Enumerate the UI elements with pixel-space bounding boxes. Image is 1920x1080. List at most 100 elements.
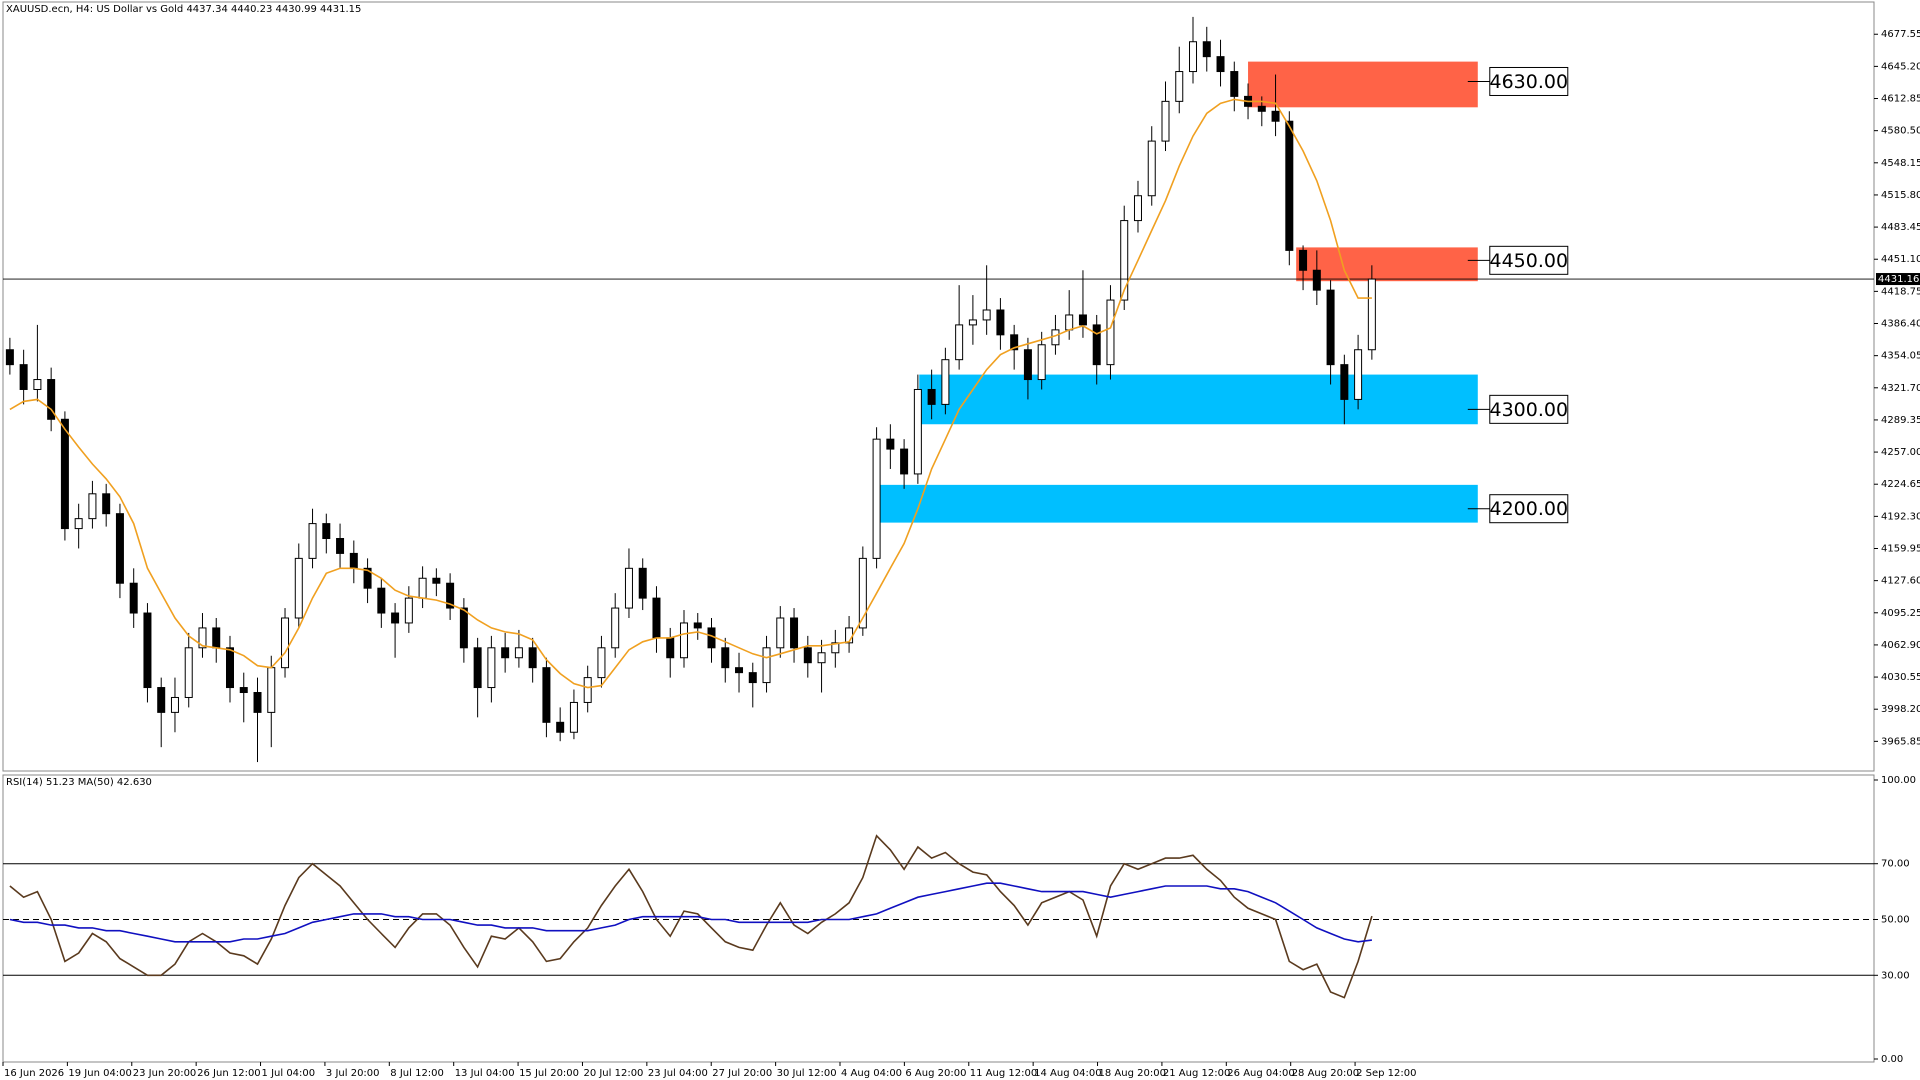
candle-body: [1257, 105, 1266, 112]
x-tick-label: 16 Jun 2026: [4, 1068, 64, 1079]
candle-body: [501, 647, 510, 659]
candle-body: [88, 493, 97, 520]
y-tick-label: 4030.55: [1881, 672, 1920, 683]
x-tick-label: 6 Aug 20:00: [905, 1068, 966, 1079]
zone-label-box: [1489, 394, 1569, 424]
y-tick-label: 4095.25: [1881, 608, 1920, 619]
candle-body: [1354, 349, 1363, 400]
x-tick-label: 20 Jul 12:00: [583, 1068, 643, 1079]
x-tick-label: 30 Jul 12:00: [777, 1068, 837, 1079]
y-tick-label: 100.00: [1881, 775, 1916, 786]
y-tick-label: 30.00: [1881, 970, 1910, 981]
candle-body: [1216, 56, 1225, 73]
candle-body: [790, 617, 799, 649]
candle-body: [212, 627, 221, 649]
candle-body: [129, 582, 138, 614]
indicator-line: [9, 98, 1372, 689]
y-tick-label: 4062.90: [1881, 640, 1920, 651]
candle-body: [267, 667, 276, 713]
candle-body: [638, 567, 647, 599]
x-tick-label: 13 Jul 04:00: [455, 1068, 515, 1079]
candle-body: [322, 523, 331, 540]
candle-body: [74, 518, 83, 530]
y-tick-label: 4321.70: [1881, 383, 1920, 394]
candle-body: [281, 617, 290, 669]
candle-body: [239, 687, 248, 694]
candle-body: [735, 667, 744, 674]
y-tick-label: 4289.35: [1881, 415, 1920, 426]
candle-body: [184, 647, 193, 698]
candle-body: [253, 692, 262, 713]
candle-body: [913, 388, 922, 475]
y-tick-label: 4677.55: [1881, 29, 1920, 40]
candle-body: [886, 438, 895, 450]
candle-body: [1092, 324, 1101, 366]
candle-body: [1133, 195, 1142, 222]
candle-body: [1340, 364, 1349, 400]
candle-body: [294, 557, 303, 619]
candle-body: [982, 309, 991, 321]
y-tick-label: 4548.15: [1881, 158, 1920, 169]
candle-body: [473, 647, 482, 689]
x-tick-label: 2 Sep 12:00: [1356, 1068, 1416, 1079]
candle-body: [1326, 289, 1335, 366]
candle-body: [1078, 314, 1087, 326]
candle-body: [666, 637, 675, 659]
candle-body: [707, 627, 716, 649]
x-tick-label: 21 Aug 12:00: [1163, 1068, 1230, 1079]
zone: [873, 484, 1478, 523]
candle-body: [198, 627, 207, 649]
zone-label-box: [1489, 494, 1569, 524]
candle-body: [459, 607, 468, 649]
candle-body: [624, 567, 633, 609]
candle-body: [941, 359, 950, 405]
candle-body: [927, 388, 936, 405]
x-tick-label: 23 Jun 20:00: [133, 1068, 197, 1079]
y-tick-label: 4224.65: [1881, 479, 1920, 490]
candle-body: [955, 324, 964, 361]
candle-body: [1367, 278, 1376, 351]
candle-body: [143, 612, 152, 689]
y-tick-label: 70.00: [1881, 859, 1910, 870]
y-tick-label: 4159.95: [1881, 543, 1920, 554]
candle-body: [1037, 344, 1046, 381]
y-tick-label: 4386.40: [1881, 319, 1920, 330]
y-tick-label: 4418.75: [1881, 286, 1920, 297]
candle-body: [391, 612, 400, 624]
candle-body: [349, 552, 358, 569]
candle-body: [542, 667, 551, 723]
candle-body: [1175, 71, 1184, 102]
price-label: 4431.16: [1878, 274, 1919, 285]
x-tick-label: 11 Aug 12:00: [970, 1068, 1037, 1079]
zone-label-box: [1489, 66, 1569, 96]
candle-body: [432, 577, 441, 584]
x-tick-label: 28 Aug 20:00: [1292, 1068, 1359, 1079]
x-tick-label: 15 Jul 20:00: [519, 1068, 579, 1079]
candle-body: [556, 721, 565, 733]
candle-body: [33, 379, 42, 390]
candle-body: [1161, 100, 1170, 142]
x-tick-label: 23 Jul 04:00: [648, 1068, 708, 1079]
x-tick-label: 26 Jun 12:00: [197, 1068, 261, 1079]
candle-body: [762, 647, 771, 684]
indicator-line: [9, 882, 1372, 943]
candle-body: [19, 364, 28, 390]
x-tick-label: 27 Jul 20:00: [712, 1068, 772, 1079]
candle-body: [748, 672, 757, 684]
zone-label: 4300.00: [1489, 399, 1568, 421]
candle-body: [652, 597, 661, 639]
zone: [919, 374, 1478, 425]
candle-body: [597, 647, 606, 679]
rsi-pane: [2, 774, 1875, 1063]
candle-body: [418, 577, 427, 599]
candle-body: [996, 309, 1005, 336]
candle-body: [170, 696, 179, 713]
candle-body: [446, 582, 455, 609]
x-tick-label: 19 Jun 04:00: [68, 1068, 132, 1079]
zone-label: 4450.00: [1489, 250, 1568, 272]
candle-body: [60, 418, 69, 530]
x-tick-label: 1 Jul 04:00: [262, 1068, 316, 1079]
y-tick-label: 4451.10: [1881, 254, 1920, 265]
y-tick-label: 3965.85: [1881, 736, 1920, 747]
